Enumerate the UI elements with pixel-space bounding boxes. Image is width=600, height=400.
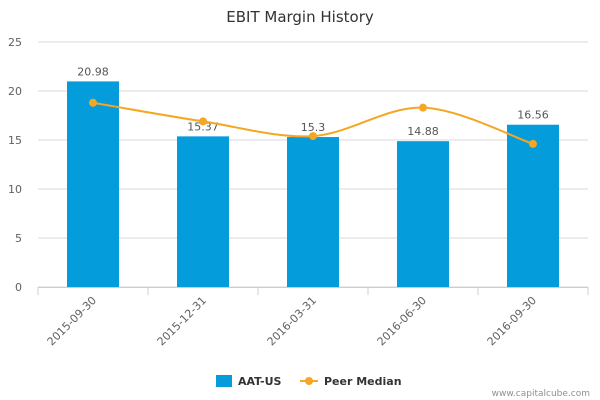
x-tick-label: 2015-09-30	[45, 294, 99, 348]
bar[interactable]	[507, 124, 559, 287]
bar[interactable]	[397, 141, 449, 287]
peer-median-point[interactable]	[529, 139, 537, 148]
legend-label-peer-median[interactable]: Peer Median	[324, 375, 402, 388]
bar[interactable]	[287, 137, 339, 287]
peer-median-point[interactable]	[309, 132, 317, 141]
credit-text: www.capitalcube.com	[492, 389, 590, 399]
data-label: 15.3	[301, 121, 326, 134]
peer-median-point[interactable]	[199, 117, 207, 126]
legend: AAT-US Peer Median	[216, 375, 402, 388]
legend-swatch-aat-us[interactable]	[216, 375, 232, 387]
x-tick-label: 2016-03-31	[265, 294, 319, 348]
y-tick-label: 20	[8, 85, 22, 98]
peer-median-point[interactable]	[419, 103, 427, 112]
x-tick-label: 2016-09-30	[485, 294, 539, 348]
bar[interactable]	[177, 136, 229, 287]
legend-marker-peer-median[interactable]	[305, 377, 313, 385]
y-tick-label: 5	[15, 232, 22, 245]
y-axis: 0 5 10 15 20 25	[8, 36, 22, 294]
x-axis: 2015-09-30 2015-12-31 2016-03-31 2016-06-30…	[37, 287, 589, 348]
y-tick-label: 10	[8, 183, 22, 196]
bar-series	[67, 81, 559, 287]
chart-title: EBIT Margin History	[226, 8, 374, 26]
x-tick-label: 2015-12-31	[155, 294, 209, 348]
y-tick-label: 25	[8, 36, 22, 49]
peer-median-point[interactable]	[89, 98, 97, 107]
bar[interactable]	[67, 81, 119, 287]
data-label: 16.56	[517, 109, 549, 122]
data-label: 14.88	[407, 125, 439, 138]
legend-label-aat-us[interactable]: AAT-US	[238, 375, 282, 388]
data-label: 20.98	[77, 65, 109, 78]
y-tick-label: 0	[15, 281, 22, 294]
line-series	[89, 98, 537, 148]
y-tick-label: 15	[8, 134, 22, 147]
x-tick-label: 2016-06-30	[375, 294, 429, 348]
